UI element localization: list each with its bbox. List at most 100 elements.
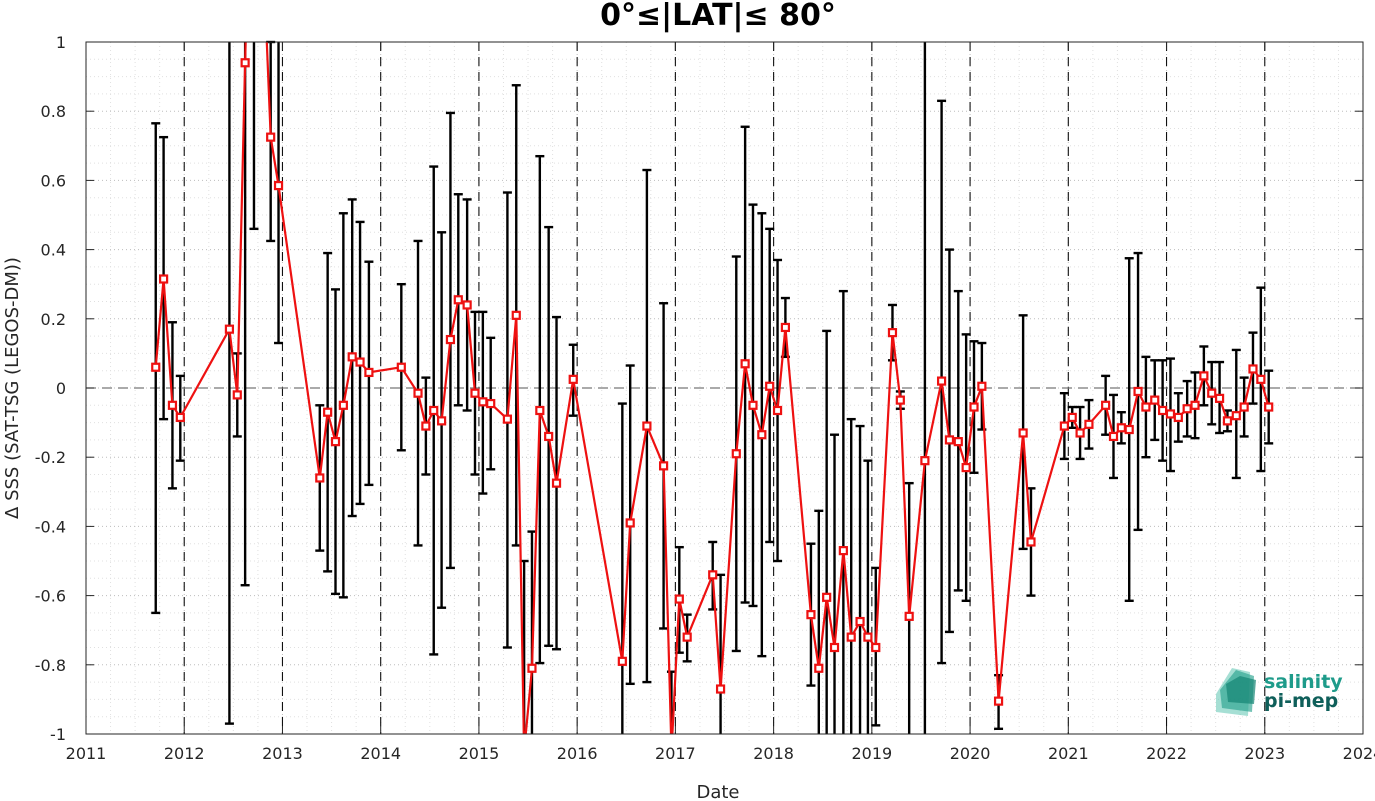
salinity-pi-mep-logo: salinity pi-mep [1216, 668, 1343, 716]
data-point-marker [315, 473, 325, 483]
data-point-marker [617, 656, 627, 666]
data-point-marker [445, 334, 456, 345]
data-point-marker [1059, 421, 1069, 431]
data-point-marker [806, 610, 816, 620]
data-point-marker [904, 611, 914, 621]
data-point-marker [871, 642, 881, 653]
y-axis-label: Δ SSS (SAT-TSG (LEGOS-DM)) [2, 257, 23, 519]
x-tick-label: 2012 [164, 744, 205, 763]
x-tick-label: 2021 [1048, 744, 1089, 763]
data-point-marker [658, 461, 669, 471]
data-point-marker [731, 449, 741, 459]
data-point-marker [708, 570, 718, 580]
data-point-marker [757, 430, 767, 440]
data-point-marker [1173, 412, 1183, 423]
data-point-marker [765, 381, 775, 391]
data-point-marker [961, 462, 971, 473]
x-tick-label: 2017 [655, 744, 696, 763]
data-point-marker [829, 642, 840, 653]
data-point-marker [936, 376, 947, 386]
error-bar [822, 329, 832, 734]
y-tick-label: -0.4 [35, 517, 66, 536]
error-bar [240, 42, 250, 587]
error-bar [855, 424, 865, 734]
data-point-marker [511, 310, 521, 320]
x-axis-ticks: 2011 2012 2013 2014 2015 2016 2017 2018 2019 2020… [66, 42, 1375, 763]
y-tick-label: -0.2 [35, 448, 66, 467]
data-point-marker [1158, 405, 1168, 416]
y-tick-label: 0.8 [41, 102, 66, 121]
error-bar [838, 289, 848, 734]
error-bar [716, 573, 726, 734]
data-point-marker [822, 592, 832, 602]
error-bar [814, 509, 824, 734]
y-tick-label: -0.6 [35, 587, 66, 606]
chart-title: 0°≤|LAT|≤ 80° [600, 0, 836, 33]
data-point-marker [1182, 404, 1192, 414]
data-point-marker [838, 546, 848, 556]
data-point-marker [478, 397, 488, 407]
data-point-marker [642, 421, 652, 431]
data-point-marker [1141, 402, 1151, 412]
x-tick-label: 2020 [950, 744, 991, 763]
x-tick-label: 2024 [1343, 744, 1375, 763]
data-point-marker [855, 616, 865, 627]
data-point-marker [355, 357, 365, 367]
data-point-marker [887, 328, 898, 338]
data-point-marker [266, 132, 276, 142]
data-point-marker [462, 300, 472, 310]
data-point-marker [224, 324, 235, 334]
x-tick-label: 2019 [851, 744, 892, 763]
data-point-marker [682, 632, 692, 642]
data-point-marker [364, 367, 374, 378]
error-bar [830, 433, 840, 734]
data-point-marker [232, 390, 242, 400]
data-point-marker [1222, 416, 1233, 426]
data-point-marker [1067, 412, 1077, 423]
y-tick-label: 0 [56, 379, 66, 398]
data-point-marker [1239, 402, 1249, 412]
data-point-marker [1124, 424, 1134, 435]
x-tick-label: 2014 [360, 744, 401, 763]
logo-text-salinity: salinity [1264, 671, 1343, 693]
data-point-marker [1116, 423, 1126, 433]
x-tick-label: 2023 [1244, 744, 1285, 763]
data-point-marker [944, 435, 955, 445]
data-point-marker [175, 412, 185, 423]
data-point-marker [1084, 419, 1094, 429]
data-point-marker [953, 437, 963, 447]
x-tick-label: 2016 [557, 744, 598, 763]
data-point-marker [167, 400, 178, 410]
y-axis-ticks: 1 0.8 0.6 0.4 0.2 0 -0.2 -0.4 -0.6 -0.8 -1 [35, 33, 1363, 744]
y-tick-label: -0.8 [35, 656, 66, 675]
data-point-marker [977, 381, 987, 391]
data-point-marker [1150, 395, 1160, 405]
data-point-marker [240, 58, 250, 68]
data-point-marker [1256, 374, 1266, 384]
data-point-marker [1026, 537, 1036, 547]
data-point-marker [323, 407, 333, 417]
x-tick-label: 2013 [262, 744, 303, 763]
data-point-marker [421, 421, 431, 431]
data-point-marker [625, 518, 635, 528]
data-point-marker [544, 431, 554, 442]
data-point-marker [740, 359, 750, 369]
data-point-marker [1101, 400, 1111, 410]
data-point-marker [347, 352, 357, 362]
data-point-marker [846, 632, 856, 642]
data-point-marker [396, 362, 406, 372]
data-point-marker [527, 663, 537, 673]
data-point-marker [1214, 393, 1225, 403]
data-point-marker [1133, 386, 1143, 397]
data-point-marker [674, 594, 684, 604]
data-point-marker [159, 274, 169, 284]
data-point-marker [1264, 402, 1274, 412]
data-point-marker [772, 405, 783, 416]
data-point-marker [1075, 428, 1085, 438]
data-point-marker [814, 663, 824, 673]
data-point-marker [273, 180, 284, 191]
x-tick-label: 2011 [66, 744, 107, 763]
data-point-marker [715, 684, 726, 694]
